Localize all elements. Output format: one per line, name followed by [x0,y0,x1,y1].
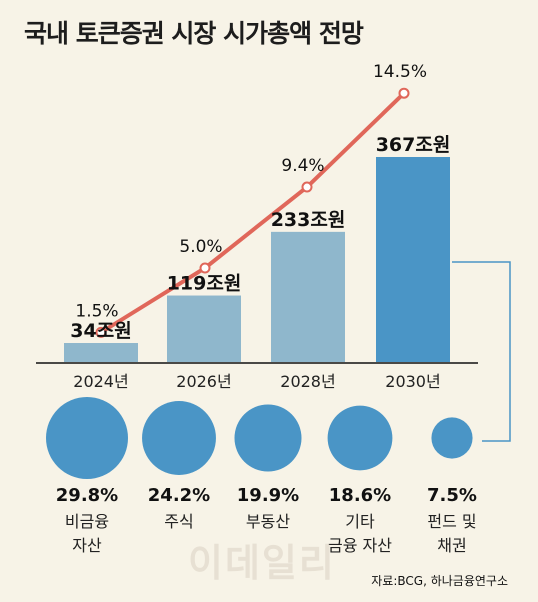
bubble-category-label: 금융 자산 [328,536,392,555]
growth-point [301,181,313,193]
growth-rate-label: 1.5% [75,301,118,321]
bar-value-label: 119조원 [167,273,242,295]
bar-value-label: 34조원 [70,320,131,342]
source-note: 자료:BCG, 하나금융연구소 [371,574,508,588]
x-tick-label: 2028년 [280,372,335,391]
bubble-category-label: 펀드 및 [427,512,476,531]
bubble-category-label: 자산 [72,536,102,555]
x-tick-label: 2024년 [73,372,128,391]
connector-bracket [452,261,511,442]
bubble [234,404,302,472]
growth-rate-label: 9.4% [281,156,324,176]
growth-point [95,326,107,338]
watermark: 이데일리 [188,541,336,585]
bubble-category-label: 주식 [164,512,193,531]
bar-0 [64,343,138,362]
x-tick-label: 2030년 [385,372,440,391]
connector-layer [452,261,511,442]
growth-point [199,262,211,274]
bar-value-label: 367조원 [376,134,451,156]
bubble-value-label: 24.2% [148,485,210,506]
bar-1 [167,295,241,362]
growth-rate-label: 14.5% [373,62,427,82]
chart-title: 국내 토큰증권 시장 시가총액 전망 [24,19,364,48]
bars-layer [64,157,450,362]
bubble [431,417,473,459]
labels-layer: 34조원 2024년 119조원 2026년 233조원 2028년 367조원 2030년 1… [70,62,450,391]
bubble-category-label: 채권 [437,536,466,555]
bubble-value-label: 7.5% [427,485,477,506]
bubble-category-label: 부동산 [246,512,290,531]
growth-rate-label: 5.0% [179,237,222,257]
bar-value-label: 233조원 [271,209,346,231]
x-tick-label: 2026년 [176,372,231,391]
growth-line [99,91,406,335]
bubble [142,401,216,475]
bar-3 [376,157,450,362]
bubble [46,397,128,479]
growth-line-layer [95,87,410,338]
bubble [327,405,393,471]
bar-2 [271,231,345,362]
bubble-value-label: 19.9% [237,485,299,506]
bubble-category-label: 비금융 [65,512,109,531]
bubble-value-label: 18.6% [329,485,391,506]
growth-point [398,87,410,99]
bubble-category-label: 기타 [345,512,375,531]
bubble-value-label: 29.8% [56,485,118,506]
